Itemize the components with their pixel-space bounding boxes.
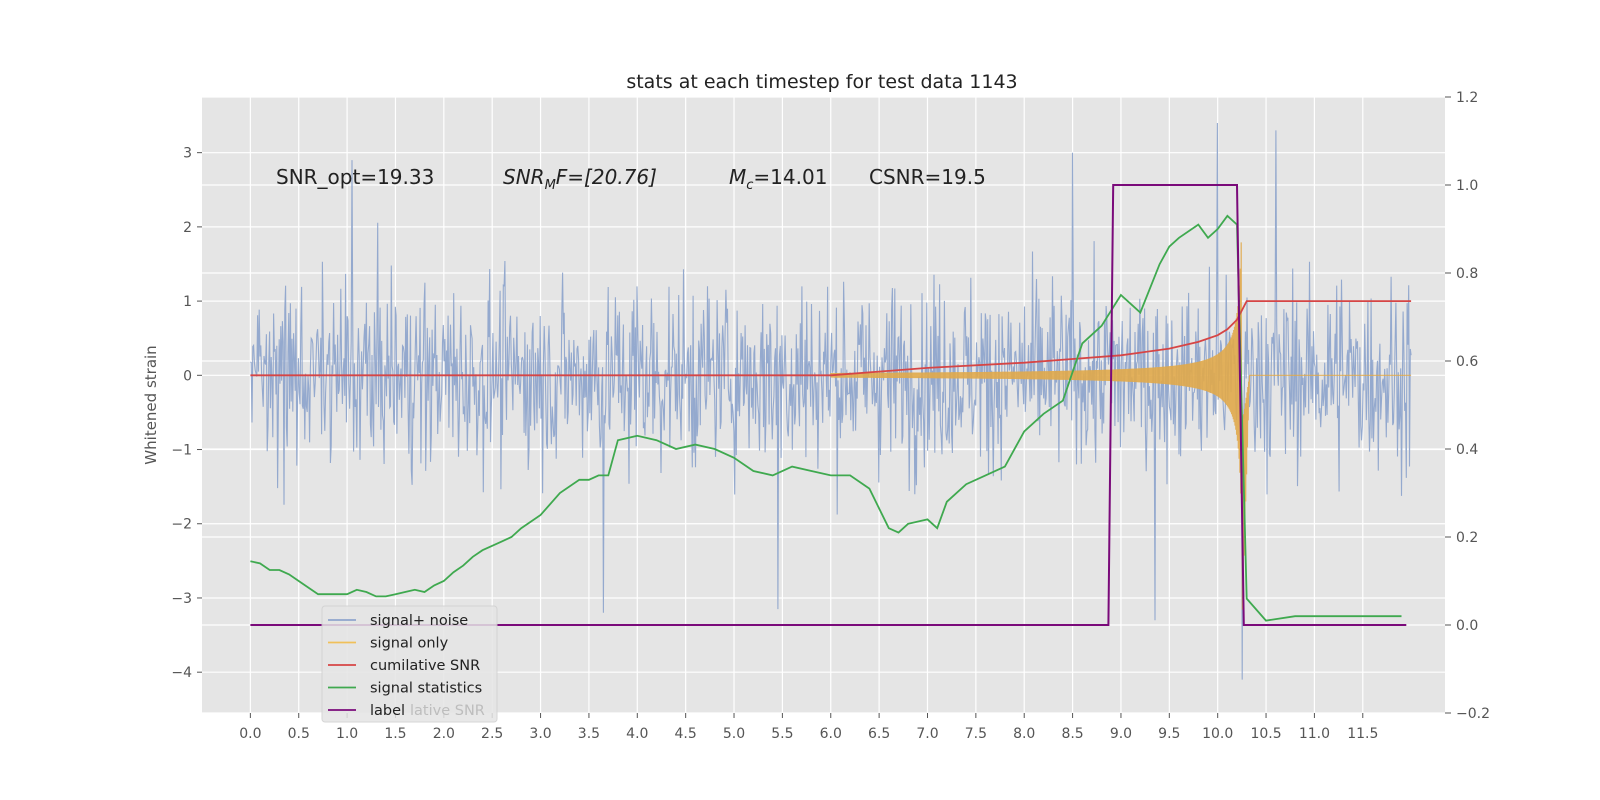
- y2-tick-label: 1.0: [1456, 178, 1478, 194]
- x-tick-label: 0.0: [239, 726, 261, 742]
- legend-box: [321, 605, 498, 723]
- legend-entry-label: signal+ noise: [370, 613, 468, 629]
- y-tick-label: −1: [171, 443, 192, 459]
- x-tick-label: 7.0: [916, 726, 938, 742]
- annotation-snr-mf: SNRMF=[20.76]: [503, 165, 657, 193]
- x-tick-label: 5.5: [771, 726, 793, 742]
- y2-tick-label: 1.2: [1456, 90, 1478, 106]
- legend-ghost-text: lative SNR: [410, 703, 485, 719]
- y2-tick-label: 0.8: [1456, 266, 1478, 282]
- series-signal-statistics: [250, 214, 1402, 622]
- x-tick-label: 2.5: [481, 726, 503, 742]
- y2-tick-label: 0.2: [1456, 530, 1478, 546]
- y-tick-label: 0: [183, 368, 192, 384]
- y-axis-label: Whitened strain: [142, 345, 160, 464]
- series-cumulative-snr: [250, 300, 1412, 377]
- x-tick-label: 4.0: [626, 726, 648, 742]
- x-tick-label: 9.5: [1158, 726, 1180, 742]
- legend-entry-label: cumilative SNR: [370, 658, 480, 674]
- x-tick-label: 11.0: [1299, 726, 1330, 742]
- y-tick-label: −4: [171, 665, 192, 681]
- x-tick-label: 3.5: [578, 726, 600, 742]
- axes: 0.0 0.5 1.0 1.5 2.0 2.5 3.0 3.5 4.0 4.5 5.0 5.5 6.0 6…: [171, 90, 1490, 742]
- annotation-mc-sub: c: [746, 178, 753, 193]
- x-tick-label: 1.5: [384, 726, 406, 742]
- x-tick-label: 6.5: [868, 726, 890, 742]
- annotation-snr-opt: SNR_opt=19.33: [276, 165, 434, 189]
- annotation-mc: Mc=14.01: [729, 165, 827, 193]
- legend-entry-label: signal statistics: [370, 681, 482, 697]
- x-tick-label: 8.0: [1013, 726, 1035, 742]
- chart-title: stats at each timestep for test data 114…: [626, 71, 1017, 93]
- x-tick-label: 11.5: [1347, 726, 1378, 742]
- legend-entry-label: label: [370, 703, 405, 719]
- x-tick-label: 9.0: [1110, 726, 1132, 742]
- x-tick-label: 0.5: [288, 726, 310, 742]
- x-tick-label: 10.5: [1250, 726, 1281, 742]
- legend-entry-label: signal only: [370, 636, 449, 652]
- x-tick-label: 8.5: [1061, 726, 1083, 742]
- x-tick-label: 6.0: [820, 726, 842, 742]
- y2-tick-label: 0.4: [1456, 442, 1478, 458]
- y-tick-label: 3: [183, 146, 192, 162]
- x-tick-label: 7.5: [965, 726, 987, 742]
- y2-tick-label: 0.0: [1456, 618, 1478, 634]
- x-tick-label: 4.5: [675, 726, 697, 742]
- y-tick-label: 1: [183, 294, 192, 310]
- series-signal-noise: [250, 122, 1412, 680]
- annotation-snr-mf-rest: F=[20.76]: [556, 165, 657, 189]
- x-tick-label: 1.0: [336, 726, 358, 742]
- y-tick-label: 2: [183, 220, 192, 236]
- x-tick-label: 10.0: [1202, 726, 1233, 742]
- y-tick-label: −3: [171, 591, 192, 607]
- x-tick-label: 2.0: [433, 726, 455, 742]
- annotation-snr-mf-sub: M: [545, 178, 556, 193]
- y2-tick-label: −0.2: [1456, 706, 1490, 722]
- legend: lative SNR signal+ noise signal only cumila…: [321, 605, 498, 723]
- plot-area: [250, 122, 1412, 680]
- y-tick-label: −2: [171, 517, 192, 533]
- series-label: [250, 184, 1407, 626]
- x-tick-label: 3.0: [529, 726, 551, 742]
- annotation-snr-mf-main: SNR: [503, 165, 545, 189]
- annotation-csnr: CSNR=19.5: [869, 165, 986, 189]
- annotation-mc-rest: =14.01: [753, 165, 827, 189]
- x-tick-label: 5.0: [723, 726, 745, 742]
- annotation-mc-main: M: [729, 165, 746, 189]
- y2-tick-label: 0.6: [1456, 354, 1478, 370]
- series-signal-only: [830, 242, 1412, 610]
